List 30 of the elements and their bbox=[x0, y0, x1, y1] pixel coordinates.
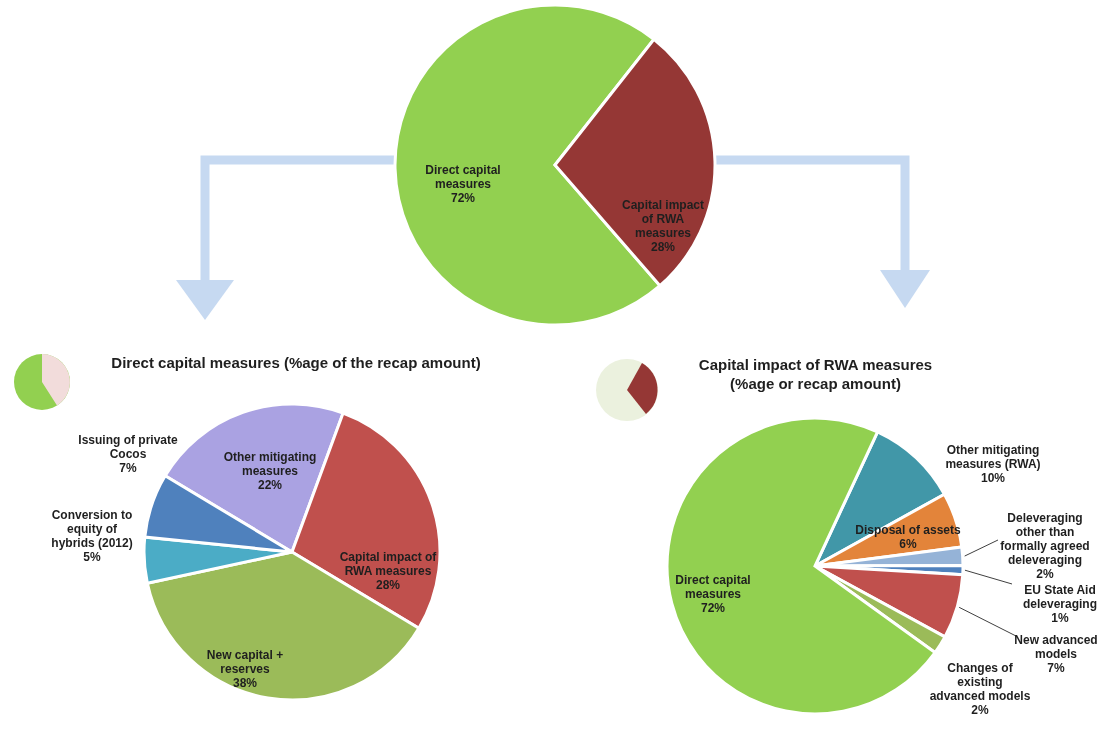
chart-title: Capital impact of RWA measures bbox=[698, 356, 933, 373]
slice-label: New capital + reserves bbox=[206, 648, 284, 676]
slice-label: Other mitigating measures bbox=[223, 450, 317, 478]
slice-label: Direct capital measures bbox=[425, 163, 501, 191]
slice-label: Direct capital measures bbox=[675, 573, 751, 601]
data-label: 72% bbox=[450, 191, 476, 205]
data-label: 6% bbox=[899, 537, 917, 551]
data-label: 7% bbox=[119, 461, 137, 475]
slice-label: EU State Aid deleveraging bbox=[1022, 583, 1098, 611]
data-label: 28% bbox=[375, 578, 401, 592]
data-label: 22% bbox=[257, 478, 283, 492]
slice-label: Other mitigating measures (RWA) bbox=[945, 443, 1041, 471]
slice-label: Conversion to equity of hybrids (2012) bbox=[51, 508, 133, 550]
slice-label: Changes of existing advanced models bbox=[929, 661, 1031, 703]
slice-label: Issuing of private Cocos bbox=[78, 433, 178, 461]
data-label: 2% bbox=[971, 703, 989, 717]
data-label: 1% bbox=[1051, 611, 1069, 625]
data-label: 7% bbox=[1047, 661, 1065, 675]
data-label: 28% bbox=[650, 240, 676, 254]
slice-label: Capital impact of RWA measures bbox=[339, 550, 438, 578]
chart-subtitle: (%age or recap amount) bbox=[730, 375, 901, 392]
chart-title: Direct capital measures (%age of the recap amount) bbox=[111, 354, 481, 371]
data-label: 10% bbox=[980, 471, 1006, 485]
data-label: 72% bbox=[700, 601, 726, 615]
slice-label: New advanced models bbox=[1014, 633, 1098, 661]
data-label: 5% bbox=[83, 550, 101, 564]
data-label: 2% bbox=[1036, 567, 1054, 581]
data-label: 38% bbox=[232, 676, 258, 690]
slice-label: Deleveraging other than formally agreed deleveraging bbox=[1000, 511, 1090, 567]
slice-label: Capital impact of RWA measures bbox=[621, 198, 705, 240]
